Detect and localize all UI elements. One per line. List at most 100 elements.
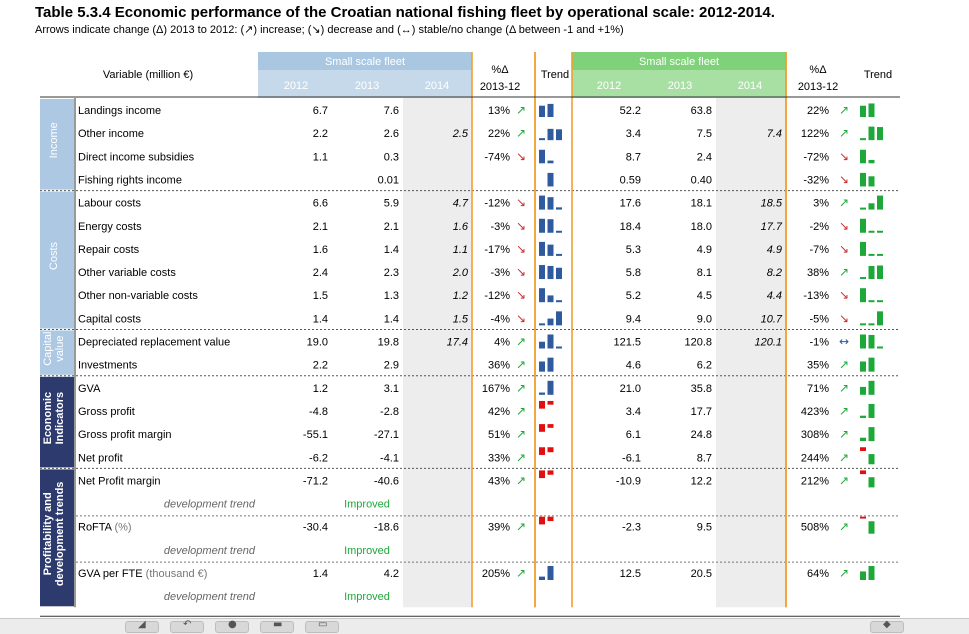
ssf-trend-bar-1 (547, 103, 554, 117)
ssf-trend-bar-0 (539, 470, 545, 479)
lsf-value-0: -10.9 (616, 475, 641, 487)
lsf-pct: 64% (807, 568, 829, 580)
lsf-trend-bar-1 (868, 334, 875, 349)
lsf-trend-bar-1 (868, 380, 875, 395)
lsf-value-0: 4.6 (626, 360, 641, 372)
ssf-arrow: ↘ (516, 219, 526, 233)
lsf-pct: 122% (801, 128, 829, 140)
lsf-arrow: ↗ (839, 450, 849, 464)
ssf-trend-bar-2 (556, 230, 562, 233)
row-label: RoFTA (%) (78, 522, 132, 534)
tool-icon-3: ● (228, 619, 237, 630)
ssf-value-2: 1.2 (453, 290, 468, 302)
tool-button-1[interactable]: ◢ (125, 619, 159, 633)
lsf-arrow: ↔ (839, 335, 849, 349)
lsf-arrow: ↗ (839, 404, 849, 418)
row-label: Fishing rights income (78, 174, 182, 186)
lsf-pct: 71% (807, 383, 829, 395)
lsf-value-2: 4.4 (767, 290, 782, 302)
ssf-pct: 205% (482, 568, 510, 580)
lsf-trend-bar-2 (877, 195, 883, 210)
dev-trend-label: development trend (164, 499, 256, 511)
ssf-pct: 36% (488, 360, 510, 372)
ssf-value-0: 1.5 (313, 290, 328, 302)
lsf-arrow: ↗ (839, 358, 849, 372)
ssf-trend-header: Trend (541, 69, 569, 81)
lsf-years-band (572, 70, 786, 98)
ssf-trend-bar-2 (556, 207, 562, 210)
lsf-value-2: 4.9 (767, 244, 782, 256)
table-title: Table 5.3.4 Economic performance of the … (35, 4, 775, 21)
ssf-arrow: ↗ (516, 427, 526, 441)
ssf-trend-bar-1 (547, 160, 554, 164)
lsf-value-1: 7.5 (697, 128, 712, 140)
ssf-value-1: 7.6 (384, 105, 399, 117)
lsf-value-0: 3.4 (626, 128, 641, 140)
lsf-arrow: ↗ (839, 520, 849, 534)
ssf-trend-bar-2 (556, 346, 562, 349)
lsf-value-2: 8.2 (767, 267, 782, 279)
ssf-trend-bar-0 (539, 195, 545, 210)
lsf-trend-bar-0 (860, 138, 866, 141)
ssf-arrow: ↗ (516, 103, 526, 117)
ssf-arrow: ↗ (516, 404, 526, 418)
lsf-pct: 508% (801, 522, 829, 534)
tool-icon-2: ↶ (183, 619, 192, 630)
ssf-pct-period: 2013-12 (480, 81, 520, 93)
ssf-arrow: ↗ (516, 335, 526, 349)
ssf-trend-bar-0 (539, 138, 545, 141)
lsf-trend-bar-2 (877, 311, 883, 326)
lsf-value-1: 8.7 (697, 452, 712, 464)
row-unit: (%) (111, 522, 131, 534)
lsf-2014-shade (716, 98, 786, 608)
ssf-2014-shade (403, 98, 472, 608)
group-label-2-1: value (54, 336, 66, 362)
ssf-arrow: ↘ (516, 196, 526, 210)
ssf-value-0: 2.4 (313, 267, 328, 279)
lsf-trend-bar-2 (877, 265, 883, 280)
lsf-trend-bar-0 (860, 361, 866, 372)
ssf-pct: 33% (488, 452, 510, 464)
ssf-trend-bar-1 (547, 172, 554, 187)
ssf-pct: 43% (488, 475, 510, 487)
dev-trend-value: Improved (344, 545, 390, 557)
tool-button-4[interactable]: ▬ (260, 619, 294, 633)
row-label: Capital costs (78, 313, 141, 325)
ssf-trend-bar-0 (539, 341, 545, 349)
lsf-pct: -1% (809, 337, 829, 349)
tool-button-6[interactable]: ◆ (870, 619, 904, 633)
lsf-arrow: ↗ (839, 196, 849, 210)
dev-trend-label: development trend (164, 591, 256, 603)
lsf-value-1: 35.8 (691, 383, 712, 395)
table-subtitle: Arrows indicate change (Δ) 2013 to 2012:… (35, 24, 624, 36)
ssf-pct: -17% (484, 244, 510, 256)
lsf-value-0: 121.5 (613, 337, 641, 349)
row-label: Repair costs (78, 244, 140, 256)
lsf-trend-bar-2 (877, 127, 883, 141)
lsf-pct: -32% (803, 174, 829, 186)
ssf-pct: -4% (490, 313, 510, 325)
group-box-0 (40, 99, 74, 190)
lsf-trend-bar-0 (860, 571, 866, 580)
ssf-arrow: ↗ (516, 450, 526, 464)
ssf-trend-bar-1 (547, 219, 554, 233)
ssf-trend-bar-1 (547, 197, 554, 210)
row-label: Investments (78, 360, 138, 372)
tool-button-2[interactable]: ↶ (170, 619, 204, 633)
tool-button-5[interactable]: ▭ (305, 619, 339, 633)
ssf-value-0: -71.2 (303, 475, 328, 487)
lsf-arrow: ↘ (839, 219, 849, 233)
row-label: Other non-variable costs (78, 290, 198, 302)
group-label-1-0: Costs (48, 241, 60, 270)
tool-button-3[interactable]: ● (215, 619, 249, 633)
group-box-4 (40, 469, 74, 607)
ssf-pct: 51% (488, 429, 510, 441)
ssf-value-0: 2.2 (313, 360, 328, 372)
ssf-value-1: 4.2 (384, 568, 399, 580)
lsf-arrow: ↗ (839, 381, 849, 395)
ssf-value-2: 2.5 (452, 128, 469, 140)
ssf-arrow: ↗ (516, 358, 526, 372)
lsf-trend-bar-1 (868, 477, 875, 488)
lsf-year-2012: 2012 (597, 80, 621, 92)
lsf-pct: 212% (801, 475, 829, 487)
